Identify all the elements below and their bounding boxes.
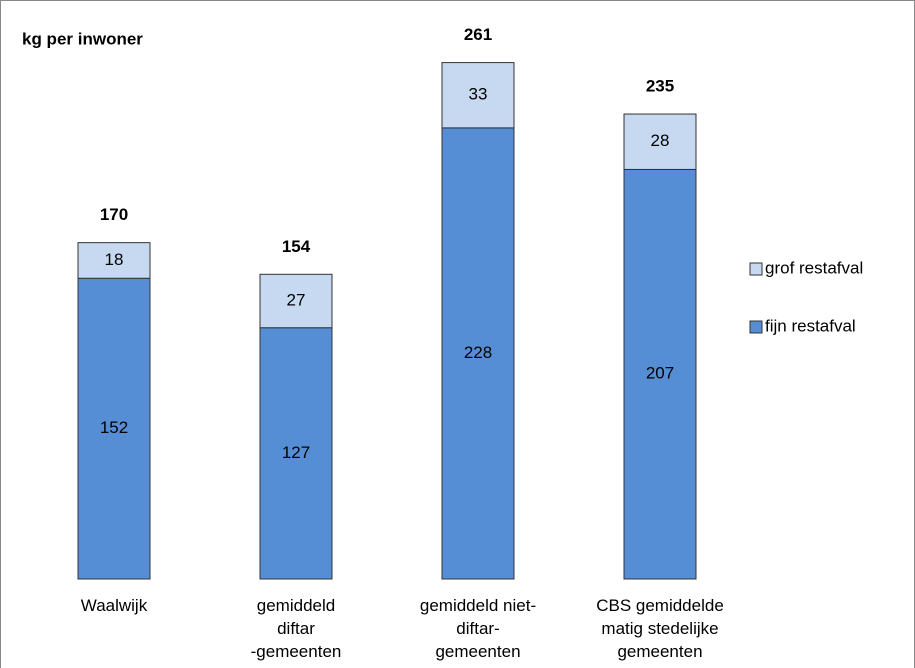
x-tick-label: gemiddeld diftar -gemeenten: [250, 596, 342, 661]
data-label: 207: [646, 364, 674, 383]
x-tick-label: gemiddeld niet- diftar- gemeenten: [419, 596, 537, 661]
legend-label: fijn restafval: [765, 316, 856, 335]
legend-swatch: [749, 320, 763, 334]
data-label: 127: [282, 443, 310, 462]
bar-segment: [441, 62, 515, 129]
data-label: 27: [287, 290, 306, 309]
data-label: 152: [100, 418, 128, 437]
total-label: 154: [282, 237, 311, 256]
x-tick-label: Waalwijk: [80, 596, 148, 615]
bar-segment: [77, 277, 151, 580]
data-label: 28: [651, 131, 670, 150]
x-tick-label: CBS gemiddelde matig stedelijke gemeente…: [596, 596, 724, 661]
total-label: 170: [100, 205, 128, 224]
bar-segment: [259, 273, 333, 329]
data-label: 228: [464, 343, 492, 362]
total-label: 235: [646, 77, 674, 96]
legend-label: grof restafval: [765, 258, 863, 277]
bar-segment: [623, 168, 697, 580]
bar-segment: [441, 127, 515, 580]
data-label: 18: [105, 250, 124, 269]
data-label: 33: [469, 85, 488, 104]
bar-segment: [259, 327, 333, 580]
bar-segment: [623, 113, 697, 170]
legend-swatch: [749, 262, 763, 276]
bar-segment: [77, 242, 151, 279]
total-label: 261: [464, 25, 492, 44]
chart-title: kg per inwoner: [22, 29, 143, 48]
